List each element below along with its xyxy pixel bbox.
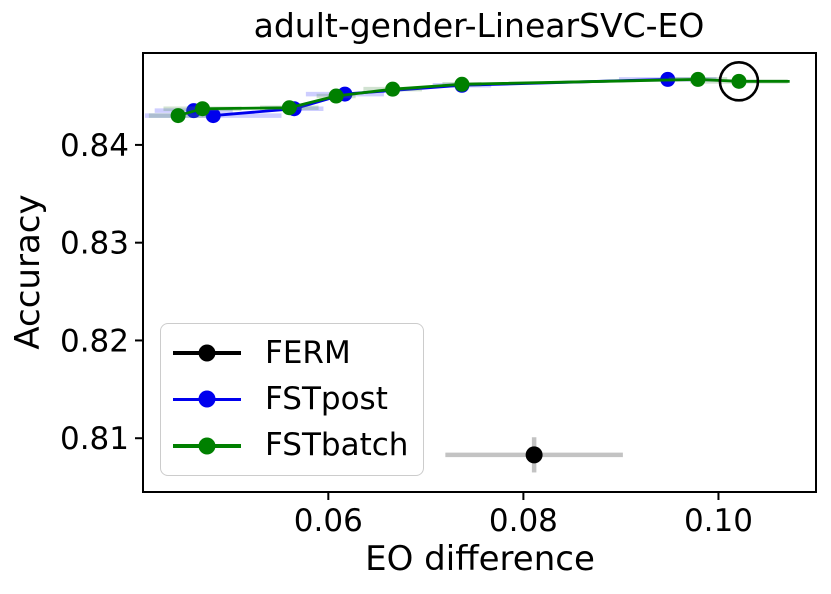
x-tick-label: 0.10	[684, 503, 753, 539]
y-tick-label: 0.81	[60, 421, 129, 457]
fstbatch-line-marker-icon	[173, 437, 241, 455]
series-line-fstpost	[193, 77, 668, 117]
chart-title: adult-gender-LinearSVC-EO	[253, 6, 705, 45]
legend-item-fstpost: FSTpost	[173, 376, 409, 422]
legend: FERM FSTpost FSTbatch	[160, 323, 424, 476]
fstpost-line-marker-icon	[173, 390, 241, 408]
legend-label-ferm: FERM	[265, 334, 351, 371]
data-point-fstbatch	[731, 73, 747, 89]
axes-frame	[142, 52, 817, 493]
x-tick-label: 0.08	[489, 503, 558, 539]
highlight-circle-annotation	[718, 61, 760, 102]
legend-item-ferm: FERM	[173, 330, 409, 376]
legend-label-fstpost: FSTpost	[265, 380, 388, 417]
data-point-fstbatch	[690, 71, 706, 87]
data-point-fstbatch	[454, 76, 470, 92]
data-point-fstbatch	[281, 100, 297, 116]
data-point-fstbatch	[194, 101, 210, 117]
data-point-fstbatch	[170, 108, 186, 124]
y-tick-label: 0.82	[60, 323, 129, 359]
y-tick-label: 0.84	[60, 128, 129, 164]
data-point-fstbatch	[385, 81, 401, 97]
x-tick-label: 0.06	[294, 503, 363, 539]
legend-item-fstbatch: FSTbatch	[173, 423, 409, 469]
legend-label-fstbatch: FSTbatch	[265, 427, 409, 464]
data-point-fstpost	[205, 108, 221, 124]
data-point-fstbatch	[328, 88, 344, 104]
x-axis-label: EO difference	[365, 539, 595, 579]
ferm-line-marker-icon	[173, 344, 241, 362]
data-point-ferm	[525, 446, 543, 464]
y-tick-label: 0.83	[60, 226, 129, 262]
